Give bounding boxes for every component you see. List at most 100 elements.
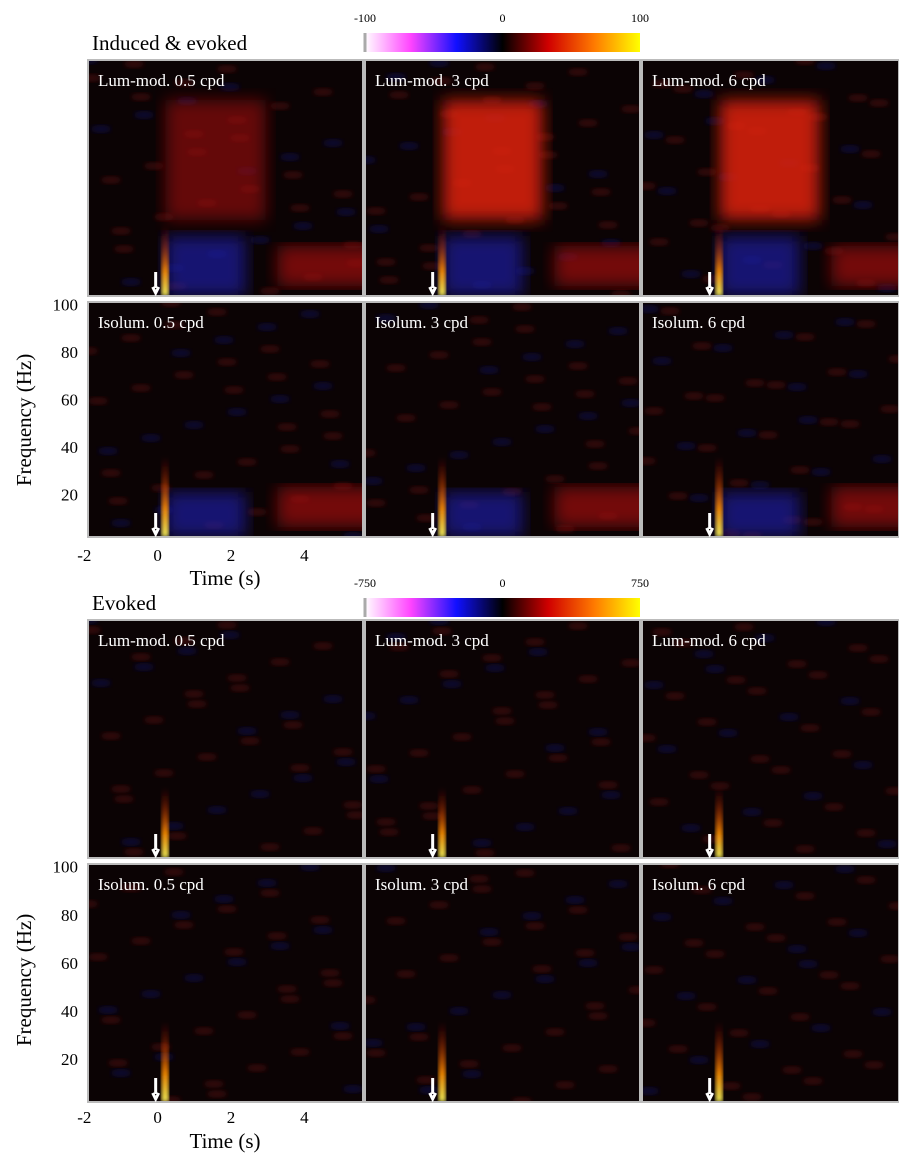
panel-frame: [364, 619, 641, 859]
texture: [790, 1013, 810, 1021]
texture: [462, 1070, 482, 1078]
texture: [184, 421, 204, 429]
texture: [88, 74, 101, 82]
texture: [588, 170, 608, 178]
texture: [376, 314, 396, 322]
texture: [642, 457, 656, 465]
panel-frame: [364, 301, 641, 538]
texture: [237, 1011, 257, 1019]
texture: [840, 697, 860, 705]
texture: [389, 643, 409, 651]
texture: [591, 188, 611, 196]
stimulus-arrow: [151, 1078, 161, 1103]
texture: [819, 971, 839, 979]
decor-flame: [161, 788, 169, 858]
texture: [257, 323, 277, 331]
texture: [111, 785, 131, 793]
spectrogram-panel: Lum-mod. 3 cpd: [364, 59, 641, 297]
texture: [330, 460, 350, 468]
texture: [697, 444, 717, 452]
texture: [88, 900, 98, 908]
decor-blue: [165, 236, 246, 296]
texture: [880, 955, 899, 963]
texture: [835, 318, 855, 326]
texture: [808, 671, 828, 679]
texture: [798, 416, 818, 424]
texture: [409, 749, 429, 757]
panel-frame: [364, 59, 641, 297]
spectrogram-panel: Isolum. 6 cpd: [641, 301, 899, 538]
texture: [532, 965, 552, 973]
texture: [293, 222, 313, 230]
decor-red-high: [719, 100, 820, 220]
panel-content: [642, 60, 899, 296]
texture: [657, 745, 677, 753]
texture: [121, 334, 141, 342]
texture: [290, 204, 310, 212]
texture: [449, 451, 469, 459]
texture: [676, 442, 696, 450]
texture: [290, 1048, 310, 1056]
decor-flame: [438, 226, 446, 296]
texture: [565, 896, 585, 904]
decor-red: [277, 246, 363, 286]
texture: [131, 93, 151, 101]
y-tick-label: 80: [61, 343, 78, 362]
y-tick-label: 80: [61, 906, 78, 925]
spectrogram-panel: Isolum. 3 cpd: [364, 863, 641, 1103]
texture: [588, 462, 608, 470]
group-title: Induced & evoked: [92, 31, 248, 55]
texture: [114, 245, 134, 253]
texture: [545, 475, 565, 483]
x-tick-label: 4: [300, 1108, 309, 1127]
panel-background: [88, 620, 363, 858]
texture: [795, 60, 815, 65]
texture: [588, 1012, 608, 1020]
panel-label: Isolum. 0.5 cpd: [98, 313, 204, 332]
texture: [101, 732, 121, 740]
texture: [611, 844, 631, 852]
texture: [750, 1040, 770, 1048]
texture: [459, 1060, 479, 1068]
texture: [608, 327, 628, 335]
texture: [803, 1077, 823, 1085]
texture: [479, 928, 499, 936]
texture: [697, 718, 717, 726]
texture: [787, 945, 807, 953]
x-tick-label: 4: [300, 546, 309, 565]
texture: [869, 655, 889, 663]
texture: [204, 1080, 224, 1088]
texture: [528, 648, 548, 656]
texture: [283, 721, 303, 729]
texture: [475, 63, 495, 71]
texture: [795, 333, 815, 341]
texture: [366, 1049, 386, 1057]
texture: [293, 774, 313, 782]
texture: [270, 658, 290, 666]
texture: [774, 331, 794, 339]
texture: [689, 771, 709, 779]
texture: [323, 695, 343, 703]
decor-blue: [442, 492, 523, 537]
colorbar-tick-label: -100: [354, 11, 376, 25]
texture: [439, 954, 459, 962]
panel-label: Isolum. 3 cpd: [375, 313, 469, 332]
texture: [141, 990, 161, 998]
texture: [396, 970, 416, 978]
texture: [689, 1056, 709, 1064]
texture: [880, 405, 899, 413]
texture: [578, 119, 598, 127]
texture: [840, 145, 860, 153]
texture: [121, 278, 141, 286]
texture: [250, 236, 270, 244]
texture: [230, 684, 250, 692]
decor-flame: [438, 1022, 446, 1102]
texture: [184, 974, 204, 982]
texture: [452, 733, 472, 741]
texture: [346, 811, 363, 819]
texture: [649, 238, 669, 246]
texture: [782, 1066, 802, 1074]
texture: [333, 1032, 353, 1040]
texture: [323, 139, 343, 147]
texture: [705, 665, 725, 673]
